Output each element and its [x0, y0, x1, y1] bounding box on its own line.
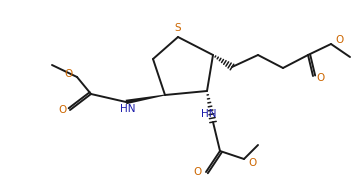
Text: HN: HN [201, 109, 217, 119]
Text: HN: HN [120, 104, 136, 114]
Text: S: S [175, 23, 181, 33]
Text: O: O [58, 105, 66, 115]
Polygon shape [126, 95, 165, 104]
Text: O: O [249, 158, 257, 168]
Text: O: O [317, 73, 325, 83]
Text: O: O [336, 35, 344, 45]
Text: O: O [194, 167, 202, 177]
Text: O: O [64, 69, 72, 79]
